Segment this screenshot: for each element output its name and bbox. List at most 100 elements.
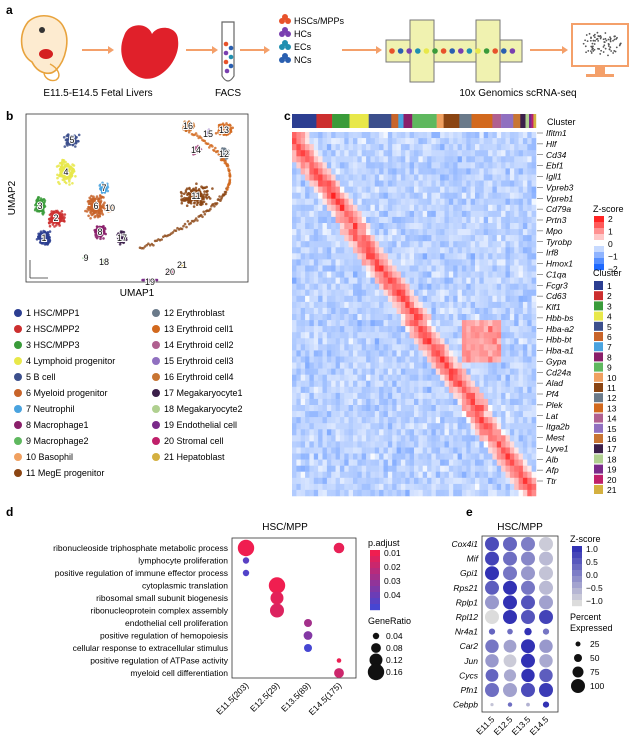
heatmap-cell xyxy=(296,350,302,357)
heatmap-cell xyxy=(531,271,537,278)
heatmap-cell xyxy=(492,289,498,297)
heatmap-cell xyxy=(483,235,489,242)
heatmap-cell xyxy=(483,204,489,212)
heatmap-cell xyxy=(448,247,454,254)
heatmap-cell xyxy=(400,283,406,291)
heatmap-cell xyxy=(448,180,454,187)
heatmap-cell xyxy=(466,392,471,400)
heatmap-cell xyxy=(453,168,458,175)
heatmap-cell xyxy=(353,162,358,169)
heatmap-cell xyxy=(440,301,445,309)
heatmap-cell xyxy=(370,174,376,181)
heatmap-cell xyxy=(396,332,402,339)
heatmap-cell xyxy=(501,138,506,145)
heatmap-cell xyxy=(514,405,519,412)
heatmap-cell xyxy=(387,210,393,218)
heatmap-cell xyxy=(405,368,410,375)
heatmap-cell xyxy=(409,198,415,206)
heatmap-cell xyxy=(509,362,515,369)
heatmap-cell xyxy=(292,423,297,430)
heatmap-cell xyxy=(387,180,393,187)
heatmap-cell xyxy=(374,362,380,369)
umap-point xyxy=(56,176,59,180)
heatmap-cell xyxy=(313,271,319,278)
heatmap-cell xyxy=(414,271,419,278)
heatmap-cell xyxy=(444,174,450,181)
heatmap-cell xyxy=(366,259,371,266)
heatmap-cell xyxy=(366,229,371,236)
heatmap-cell xyxy=(509,332,515,339)
heatmap-cell xyxy=(296,253,302,260)
heatmap-cell xyxy=(305,386,310,394)
heatmap-cell xyxy=(318,386,323,394)
heatmap-cell xyxy=(414,253,419,260)
heatmap-cell xyxy=(414,301,419,309)
heatmap-cell xyxy=(296,332,302,339)
heatmap-cell xyxy=(435,162,441,169)
umap-point xyxy=(180,194,183,198)
heatmap-cell xyxy=(292,216,297,224)
heatmap-cell xyxy=(309,265,315,272)
heatmap-cell xyxy=(296,229,302,236)
heatmap-cell xyxy=(366,174,371,181)
heatmap-cell xyxy=(527,398,532,406)
heatmap-cell xyxy=(348,301,354,309)
heatmap-cell xyxy=(331,162,336,169)
cluster-legend-dot xyxy=(152,453,160,461)
heatmap-cell xyxy=(518,374,524,382)
heatmap-cell xyxy=(309,380,315,388)
heatmap-cell xyxy=(400,350,406,357)
heatmap-cell xyxy=(409,241,415,248)
heatmap-cell xyxy=(527,320,532,327)
heatmap-cell xyxy=(300,156,306,163)
heatmap-cell xyxy=(461,320,467,327)
heatmap-cell xyxy=(444,417,450,424)
heatmap-cell xyxy=(313,295,319,303)
heatmap-cell xyxy=(344,429,349,436)
heatmap-cell xyxy=(392,174,397,181)
heatmap-cell xyxy=(409,332,415,339)
heatmap-cell xyxy=(374,283,380,291)
heatmap-cell xyxy=(435,259,441,266)
heatmap-cell xyxy=(479,374,485,382)
umap-point xyxy=(204,186,207,189)
heatmap-cell xyxy=(387,307,393,315)
heatmap-cell xyxy=(470,356,476,363)
embryo-icon xyxy=(20,15,68,82)
heatmap-cell xyxy=(518,180,524,187)
heatmap-cell xyxy=(331,138,336,145)
heatmap-cell xyxy=(331,216,336,224)
heatmap-cell xyxy=(405,192,410,200)
heatmap-cell xyxy=(522,265,528,272)
heatmap-cell xyxy=(357,265,363,272)
heatmap-cell xyxy=(313,138,319,145)
heatmap-cell xyxy=(466,423,471,430)
heatmap-cell xyxy=(357,374,363,382)
heatmap-cell xyxy=(357,253,363,260)
heatmap-cell xyxy=(488,259,493,266)
heatmap-cell xyxy=(305,374,310,382)
heatmap-cell xyxy=(492,259,498,266)
umap-point xyxy=(95,209,98,212)
heatmap-cell xyxy=(392,362,397,369)
heatmap-cell xyxy=(305,235,310,242)
heatmap-cell xyxy=(300,289,306,297)
heatmap-cell xyxy=(505,417,511,424)
heatmap-cell xyxy=(387,204,393,212)
heatmap-cell xyxy=(427,320,432,327)
heatmap-cell xyxy=(488,326,493,333)
heatmap-cell xyxy=(322,356,328,363)
heatmap-cell xyxy=(509,210,515,218)
heatmap-cell xyxy=(531,265,537,272)
heatmap-cell xyxy=(470,338,476,345)
heatmap-cell xyxy=(309,405,315,412)
heatmap-cell xyxy=(531,405,537,412)
heatmap-cell xyxy=(309,411,315,418)
heatmap-cell xyxy=(305,283,310,291)
heatmap-cell xyxy=(370,289,376,297)
heatmap-cell xyxy=(479,150,485,157)
heatmap-cell xyxy=(339,265,345,272)
heatmap-cell xyxy=(457,429,463,436)
heatmap-cell xyxy=(522,368,528,375)
heatmap-cell xyxy=(501,374,506,382)
